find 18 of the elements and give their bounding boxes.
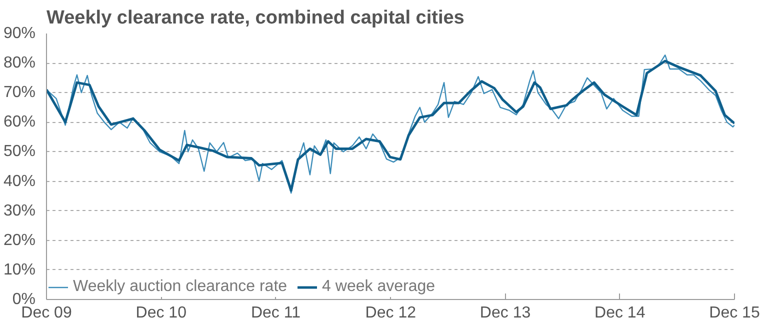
y-tick-label: 40% — [3, 172, 36, 190]
x-tick-label: Dec 14 — [594, 304, 646, 322]
x-tick-label: Dec 15 — [709, 304, 760, 322]
x-tick-label: Dec 11 — [250, 304, 301, 322]
y-tick-label: 90% — [3, 25, 36, 42]
chart-title: Weekly clearance rate, combined capital cities — [46, 8, 464, 28]
y-tick-label: 30% — [3, 202, 36, 220]
y-tick-label: 80% — [3, 54, 36, 72]
legend-label: 4 week average — [322, 278, 436, 296]
y-tick-label: 70% — [3, 84, 36, 102]
y-tick-label: 10% — [3, 261, 36, 278]
y-tick-label: 60% — [3, 114, 36, 131]
legend-label: Weekly auction clearance rate — [73, 278, 288, 296]
y-tick-label: 20% — [3, 232, 36, 249]
x-tick-label: Dec 13 — [480, 304, 531, 322]
x-tick-label: Dec 12 — [365, 304, 416, 322]
y-tick-label: 50% — [3, 143, 36, 160]
x-tick-label: Dec 10 — [136, 304, 187, 322]
